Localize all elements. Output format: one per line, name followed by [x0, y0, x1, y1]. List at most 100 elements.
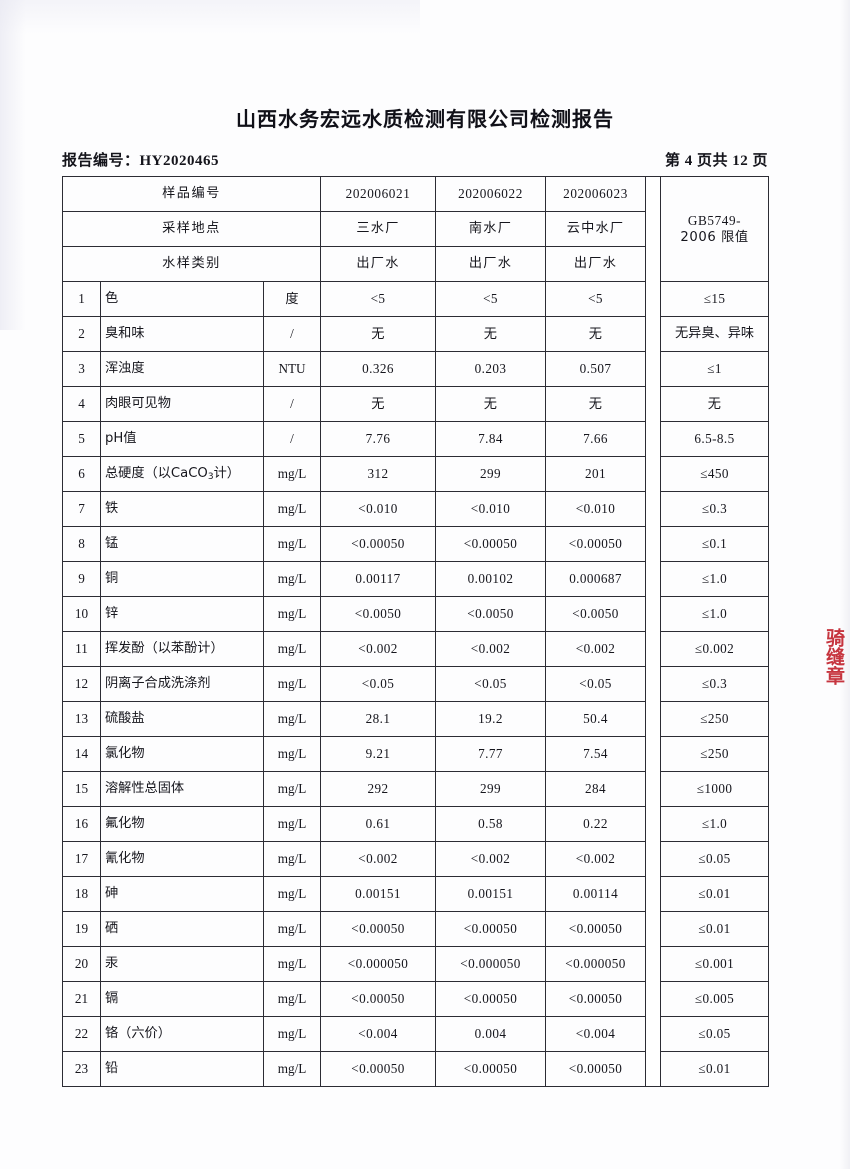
parameter-unit: 度	[262, 281, 322, 317]
value-sample-1: <5	[320, 281, 437, 317]
parameter-unit: mg/L	[262, 946, 322, 982]
header-sample-2: 出厂水	[435, 246, 547, 282]
parameter-unit: /	[262, 421, 322, 457]
limit-value: ≤0.05	[660, 1016, 770, 1052]
table-row: 8 锰 mg/L <0.00050 <0.00050 <0.00050 ≤0.1	[62, 526, 770, 562]
scan-artifact-left	[0, 0, 26, 330]
parameter-name: 臭和味	[100, 316, 264, 352]
parameter-unit: mg/L	[262, 491, 322, 527]
value-sample-2: <0.05	[435, 666, 547, 702]
limit-value: ≤1.0	[660, 561, 770, 597]
table-row: 16 氟化物 mg/L 0.61 0.58 0.22 ≤1.0	[62, 806, 770, 842]
limit-value: ≤0.3	[660, 491, 770, 527]
value-sample-1: 0.61	[320, 806, 437, 842]
limit-value: ≤0.01	[660, 876, 770, 912]
value-sample-3: <0.00050	[545, 526, 647, 562]
value-sample-3: 0.507	[545, 351, 647, 387]
table-row: 20 汞 mg/L <0.000050 <0.000050 <0.000050 ≤0.001	[62, 946, 770, 982]
value-sample-3: <0.0050	[545, 596, 647, 632]
value-sample-1: <0.00050	[320, 526, 437, 562]
value-sample-3: 无	[545, 386, 647, 422]
value-sample-2: 299	[435, 456, 547, 492]
table-row: 2 臭和味 / 无无无无异臭、异味	[62, 316, 770, 352]
parameter-unit: NTU	[262, 351, 322, 387]
value-sample-2: 19.2	[435, 701, 547, 737]
table-header-row: 样品编号 202006021 202006022 202006023 GB5749- 20…	[61, 176, 770, 1087]
value-sample-2: <0.002	[435, 631, 547, 667]
parameter-name: 锰	[100, 526, 264, 562]
row-index: 7	[62, 491, 101, 527]
value-sample-1: 28.1	[320, 701, 437, 737]
parameter-name: pH值	[100, 421, 264, 457]
value-sample-2: <0.0050	[435, 596, 547, 632]
report-meta: 报告编号：HY2020465 第 4 页共 12 页	[62, 149, 768, 170]
parameter-unit: mg/L	[262, 561, 322, 597]
table-header-row: 采样地点 三水厂 南水厂 云中水厂	[61, 211, 769, 247]
table-row: 11 挥发酚（以苯酚计） mg/L <0.002 <0.002 <0.002 ≤0.002	[62, 631, 770, 667]
row-index: 1	[62, 281, 101, 317]
row-index: 11	[62, 631, 101, 667]
parameter-unit: mg/L	[262, 666, 322, 702]
value-sample-3: <0.05	[545, 666, 647, 702]
header-label: 水样类别	[61, 246, 322, 282]
value-sample-2: 0.58	[435, 806, 547, 842]
value-sample-3: <0.00050	[545, 981, 647, 1017]
table-row: 18 砷 mg/L 0.00151 0.00151 0.00114 ≤0.01	[62, 876, 770, 912]
row-index: 12	[62, 666, 101, 702]
header-sample-2: 202006022	[435, 176, 547, 212]
parameter-unit: mg/L	[262, 981, 322, 1017]
header-sample-1: 202006021	[320, 176, 437, 212]
row-index: 6	[62, 456, 101, 492]
table-row: 1 色度 <5 <5 <5 ≤15	[62, 281, 770, 317]
limit-value: ≤0.001	[660, 946, 770, 982]
header-sample-3: 出厂水	[545, 246, 647, 282]
parameter-unit: mg/L	[262, 701, 322, 737]
value-sample-3: <0.00050	[545, 911, 647, 947]
page-title: 山西水务宏远水质检测有限公司检测报告	[236, 107, 614, 131]
value-sample-1: <0.000050	[320, 946, 437, 982]
value-sample-1: <0.0050	[320, 596, 437, 632]
value-sample-1: <0.010	[320, 491, 437, 527]
header-sample-1: 三水厂	[320, 211, 437, 247]
table-row: 3 浑浊度 NTU 0.326 0.203 0.507 ≤1	[62, 351, 770, 387]
value-sample-3: 7.54	[545, 736, 647, 772]
row-index: 20	[62, 946, 101, 982]
value-sample-2: <0.010	[435, 491, 547, 527]
limit-value: ≤450	[660, 456, 770, 492]
row-index: 10	[62, 596, 101, 632]
limit-value: ≤1000	[660, 771, 770, 807]
parameter-unit: mg/L	[262, 806, 322, 842]
value-sample-1: 无	[320, 386, 437, 422]
parameter-name: 氟化物	[100, 806, 264, 842]
table-row: 13 硫酸盐 mg/L 28.1 19.2 50.4 ≤250	[62, 701, 770, 737]
parameter-name: 硒	[100, 911, 264, 947]
parameter-name: 铁	[100, 491, 264, 527]
parameter-name: 挥发酚（以苯酚计）	[100, 631, 264, 667]
table-row: 9 铜 mg/L 0.00117 0.00102 0.000687 ≤1.0	[62, 561, 770, 597]
parameter-name: 氰化物	[100, 841, 264, 877]
header-sample-3: 云中水厂	[545, 211, 647, 247]
limit-standard-header: GB5749- 2006 限值	[660, 176, 770, 282]
value-sample-1: 无	[320, 316, 437, 352]
table-row: 21 镉 mg/L <0.00050 <0.00050 <0.00050 ≤0.005	[62, 981, 770, 1017]
value-sample-2: <0.00050	[435, 526, 547, 562]
parameter-name: 锌	[100, 596, 264, 632]
limit-value: ≤0.05	[660, 841, 770, 877]
parameter-unit: mg/L	[262, 456, 322, 492]
value-sample-1: <0.00050	[320, 981, 437, 1017]
results-table-container: 样品编号 202006021 202006022 202006023 GB5749- 20…	[61, 176, 770, 1087]
value-sample-1: 7.76	[320, 421, 437, 457]
header-label: 采样地点	[61, 211, 322, 247]
parameter-name: 氯化物	[100, 736, 264, 772]
row-index: 2	[62, 316, 101, 352]
value-sample-1: <0.002	[320, 841, 437, 877]
value-sample-2: <5	[435, 281, 547, 317]
parameter-name: 铜	[100, 561, 264, 597]
value-sample-1: <0.002	[320, 631, 437, 667]
value-sample-3: 0.000687	[545, 561, 647, 597]
table-row: 7 铁 mg/L <0.010 <0.010 <0.010 ≤0.3	[62, 491, 770, 527]
row-index: 3	[62, 351, 101, 387]
limit-value: ≤1	[660, 351, 770, 387]
seal-text: 骑缝章	[823, 628, 845, 685]
value-sample-2: <0.00050	[435, 981, 547, 1017]
